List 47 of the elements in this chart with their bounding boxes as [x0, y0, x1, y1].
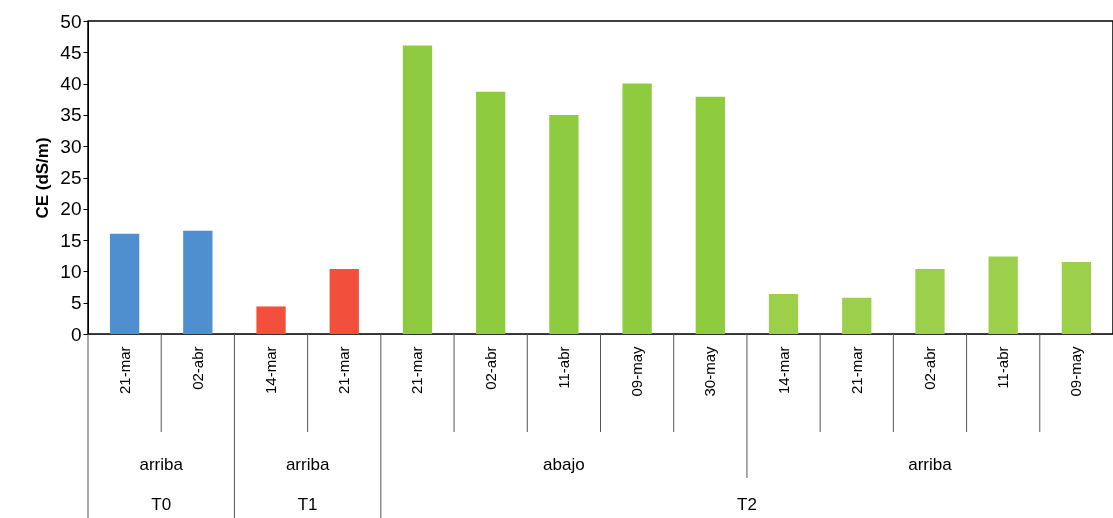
bar [622, 83, 652, 334]
bar [842, 297, 872, 334]
x-tick-label: 11-abr [554, 346, 572, 389]
x-tick-label: 09-may [1067, 346, 1085, 397]
text: abajo [543, 455, 585, 474]
y-tick-label: 35 [60, 104, 82, 126]
x-tick-label: 02-abr [188, 346, 206, 390]
text: T0 [151, 495, 172, 514]
y-tick-label: 15 [60, 229, 82, 251]
y-tick-label: 45 [60, 41, 82, 63]
text: T2 [737, 495, 757, 514]
x-tick-label: 21-mar [335, 346, 353, 395]
y-tick-label: 10 [60, 260, 82, 282]
text: arriba [908, 455, 953, 474]
y-tick-label: 30 [60, 135, 82, 157]
x-tick-label: 14-mar [774, 346, 792, 395]
bar [476, 91, 506, 334]
x-tick-label: 09-may [628, 346, 646, 397]
x-tick-label: 21-mar [408, 346, 426, 395]
y-tick-label: 40 [60, 73, 82, 95]
y-tick-label: 20 [60, 198, 82, 220]
text: arriba [139, 455, 184, 474]
x-tick-label: 02-abr [481, 346, 499, 390]
x-tick-label: 30-may [701, 346, 719, 397]
x-tick-label: 02-abr [920, 346, 938, 390]
y-tick-label: 25 [60, 167, 82, 188]
bar [549, 114, 579, 334]
text: arriba [285, 455, 330, 474]
bar [988, 256, 1018, 334]
bar [915, 268, 945, 334]
x-tick-label: 14-mar [262, 346, 280, 395]
x-tick-label: 21-mar [115, 346, 133, 395]
bar [256, 306, 286, 334]
y-axis-title: CE (dS/m) [33, 137, 53, 219]
y-tick-label: 0 [70, 323, 82, 345]
bar [183, 230, 213, 334]
bar [768, 293, 799, 334]
text: T1 [297, 495, 318, 514]
y-tick-label: 5 [70, 292, 82, 314]
y-tick-label: 50 [60, 10, 82, 32]
bar [695, 96, 725, 334]
x-tick-label: 21-mar [847, 346, 865, 395]
x-tick-label: 11-abr [994, 346, 1012, 389]
bar [329, 268, 359, 334]
bar [402, 45, 433, 334]
bar [1061, 262, 1092, 334]
bar [109, 233, 140, 334]
